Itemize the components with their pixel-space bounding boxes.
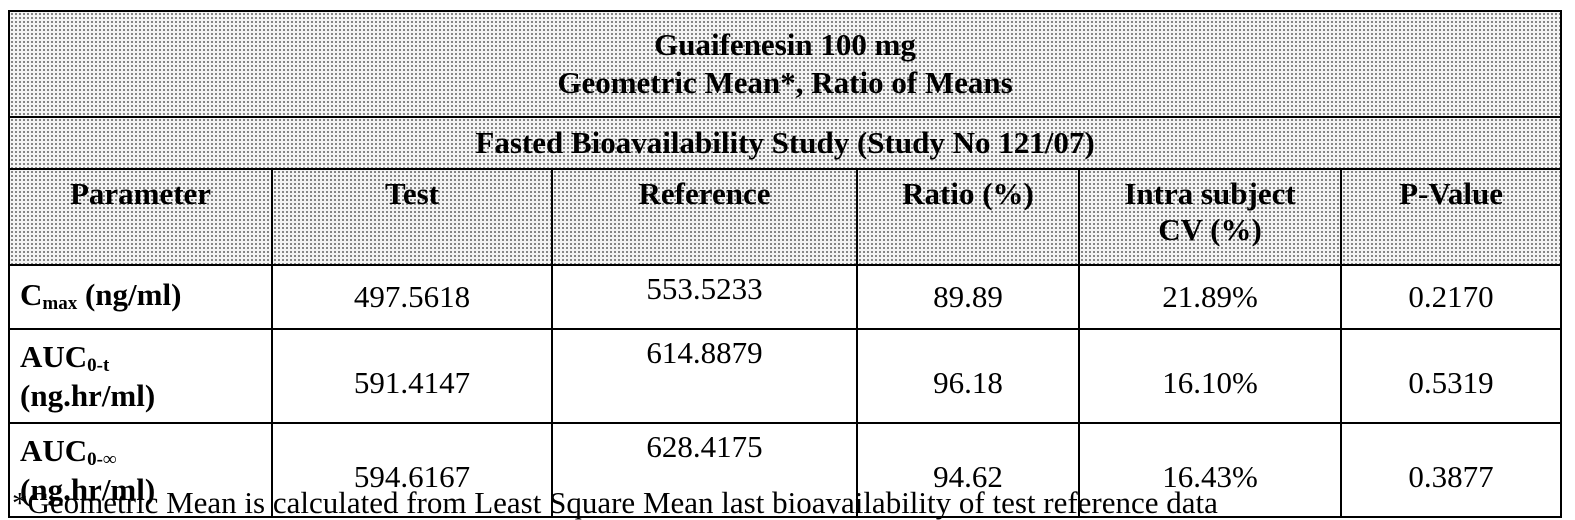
param-cell: AUC0-t (ng.hr/ml): [8, 328, 273, 424]
title-cell: Guaifenesin 100 mg Geometric Mean*, Rati…: [7, 10, 1563, 118]
cv-value: 16.10%: [1078, 328, 1342, 424]
header-pvalue: P-Value: [1339, 168, 1563, 266]
table-row: Cmax (ng/ml) 497.5618 553.5233 89.89 21.…: [8, 264, 1563, 330]
table-title-line2: Geometric Mean*, Ratio of Means: [557, 65, 1013, 100]
header-parameter: Parameter: [8, 168, 273, 266]
study-cell: Fasted Bioavailability Study (Study No 1…: [7, 116, 1563, 170]
param-unit: (ng/ml): [84, 276, 182, 312]
header-reference-label: Reference: [638, 176, 771, 211]
study-row: Fasted Bioavailability Study (Study No 1…: [7, 116, 1563, 170]
test-value: 591.4147: [271, 328, 553, 424]
header-cv-line1: Intra subject: [1124, 176, 1296, 211]
param-subscript: 0-t: [87, 354, 110, 376]
header-reference: Reference: [551, 168, 858, 266]
header-test: Test: [271, 168, 553, 266]
header-cv: Intra subject CV (%): [1078, 168, 1342, 266]
ratio-value: 94.62: [856, 422, 1080, 518]
test-value: 497.5618: [271, 264, 553, 330]
header-parameter-label: Parameter: [69, 176, 212, 211]
cv-value: 16.43%: [1078, 422, 1342, 518]
pvalue-value: 0.2170: [1339, 264, 1563, 330]
header-test-label: Test: [385, 176, 439, 211]
ratio-value: 89.89: [856, 264, 1080, 330]
param-main: AUC: [20, 338, 88, 374]
param-unit: (ng.hr/ml): [20, 377, 156, 413]
column-header-row: Parameter Test Reference Ratio (%) Intra…: [8, 168, 1563, 266]
bioavailability-table: Guaifenesin 100 mg Geometric Mean*, Rati…: [7, 10, 1563, 518]
param-cell: AUC0-∞ (ng.hr/ml): [8, 422, 273, 518]
param-cell: Cmax (ng/ml): [8, 264, 273, 330]
header-ratio-label: Ratio (%): [902, 176, 1034, 211]
reference-value: 553.5233: [551, 264, 858, 330]
header-pvalue-label: P-Value: [1399, 176, 1503, 211]
cv-value: 21.89%: [1078, 264, 1342, 330]
table-row: AUC0-∞ (ng.hr/ml) 594.6167 628.4175 94.6…: [8, 422, 1563, 518]
param-subscript: max: [42, 292, 78, 314]
header-cv-line2: CV (%): [1158, 212, 1262, 247]
footnote: *Geometric Mean is calculated from Least…: [12, 485, 1218, 520]
param-main: AUC: [20, 432, 88, 468]
table-row: AUC0-t (ng.hr/ml) 591.4147 614.8879 96.1…: [8, 328, 1563, 424]
pvalue-value: 0.3877: [1339, 422, 1563, 518]
param-subscript: 0-∞: [87, 448, 117, 470]
bioavailability-table-container: Guaifenesin 100 mg Geometric Mean*, Rati…: [7, 10, 1563, 518]
title-row: Guaifenesin 100 mg Geometric Mean*, Rati…: [7, 10, 1563, 118]
reference-value: 614.8879: [551, 328, 858, 424]
study-title: Fasted Bioavailability Study (Study No 1…: [475, 125, 1095, 160]
header-ratio: Ratio (%): [856, 168, 1080, 266]
param-main: C: [20, 276, 43, 312]
table-title-line1: Guaifenesin 100 mg: [654, 27, 916, 62]
param-unit: (ng.hr/ml): [20, 471, 156, 507]
ratio-value: 96.18: [856, 328, 1080, 424]
pvalue-value: 0.5319: [1339, 328, 1563, 424]
